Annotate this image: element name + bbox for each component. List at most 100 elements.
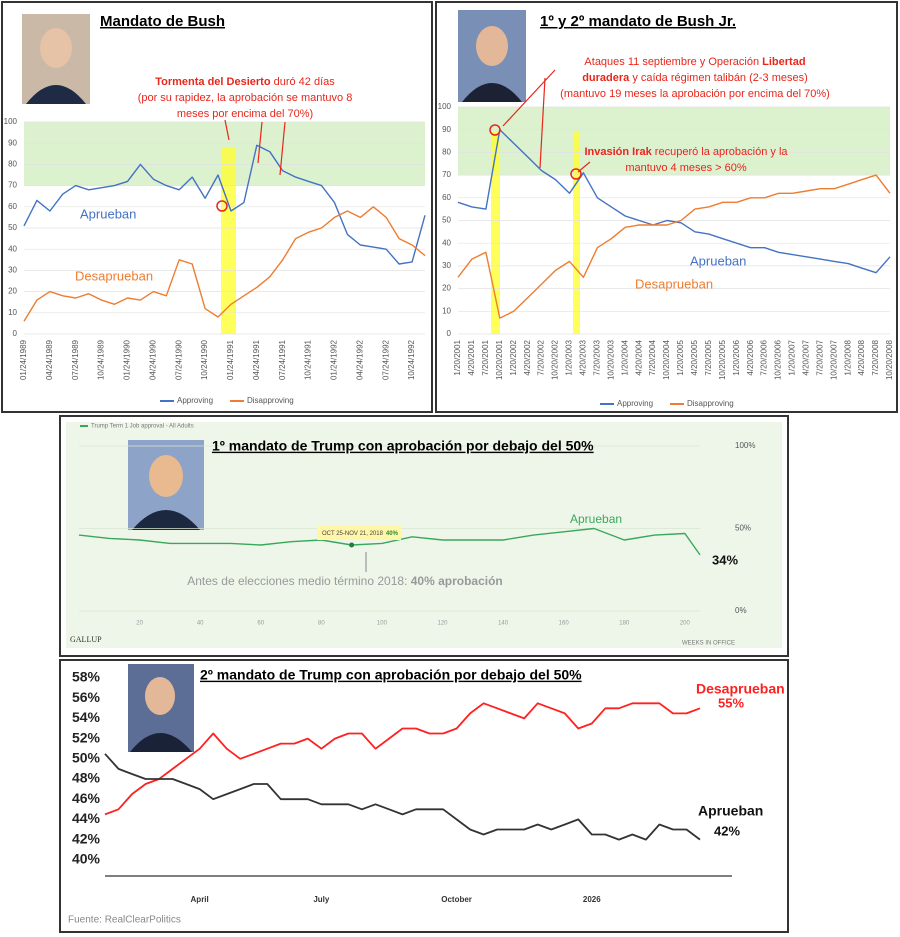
x-tick-label: July bbox=[313, 895, 330, 904]
legend-label: Disapproving bbox=[687, 399, 734, 408]
x-tick-label: 2026 bbox=[583, 895, 601, 904]
point-marker bbox=[349, 542, 355, 548]
annotation-part: mantuvo 4 meses > 60% bbox=[625, 162, 747, 174]
x-tick-label: 1/20/2004 bbox=[620, 339, 629, 375]
annotation: Antes de elecciones medio término 2018: … bbox=[187, 574, 503, 588]
x-tick-label: 1/20/2008 bbox=[843, 339, 852, 375]
y-tick-label: 20 bbox=[442, 284, 451, 293]
x-tick-label: April bbox=[191, 895, 209, 904]
end-label: 34% bbox=[712, 552, 738, 567]
y-tick-label: 46% bbox=[72, 790, 101, 806]
x-tick-label: 10/24/1990 bbox=[200, 339, 209, 380]
y-tick-label: 100 bbox=[438, 102, 452, 111]
arrow bbox=[257, 121, 263, 164]
series-label: Aprueban bbox=[698, 803, 763, 819]
x-tick-label: 10/20/2002 bbox=[551, 339, 560, 380]
chart-title: 1º mandato de Trump con aprobación por d… bbox=[212, 438, 594, 454]
y-tick-label: 100% bbox=[735, 441, 755, 450]
photo bbox=[22, 10, 526, 752]
series-label: Aprueban bbox=[690, 253, 746, 268]
x-tick-label: 7/20/2002 bbox=[537, 339, 546, 375]
x-tick-label: 01/24/1990 bbox=[123, 339, 132, 380]
x-tick-label: 4/20/2008 bbox=[857, 339, 866, 375]
arrow bbox=[577, 161, 591, 173]
tooltip bbox=[317, 526, 401, 540]
tooltip-part: 40% bbox=[386, 531, 399, 537]
annotation: (mantuvo 19 meses la aprobación por enci… bbox=[560, 88, 830, 100]
y-tick-label: 40 bbox=[8, 244, 17, 253]
arrow bbox=[502, 69, 556, 127]
tooltip-part: OCT 25-NOV 21, 2018 bbox=[322, 531, 384, 537]
series-label: Desaprueban bbox=[635, 276, 713, 291]
series-line bbox=[104, 753, 701, 841]
annotation: Ataques 11 septiembre y Operación Libert… bbox=[584, 56, 805, 68]
x-tick-label: 7/20/2004 bbox=[648, 339, 657, 375]
x-tick-label: 07/24/1992 bbox=[381, 339, 390, 380]
x-tick-label: 140 bbox=[498, 621, 509, 627]
end-label: 42% bbox=[714, 823, 740, 838]
x-tick-label: 1/20/2003 bbox=[565, 339, 574, 375]
x-tick-label: 180 bbox=[619, 621, 630, 627]
x-tick-label: 4/20/2001 bbox=[467, 339, 476, 375]
x-tick-label: 7/20/2005 bbox=[704, 339, 713, 375]
legend-label: Approving bbox=[617, 399, 653, 408]
legend-label: Disapproving bbox=[247, 396, 294, 405]
x-tick-label: 7/20/2007 bbox=[815, 339, 824, 375]
x-tick-label: 07/24/1990 bbox=[174, 339, 183, 380]
y-tick-label: 42% bbox=[72, 830, 101, 846]
x-tick-label: 10/24/1992 bbox=[407, 339, 416, 380]
x-tick-label: 80 bbox=[318, 621, 325, 627]
x-tick-label: 10/20/2005 bbox=[718, 339, 727, 380]
y-tick-label: 58% bbox=[72, 669, 101, 685]
x-tick-label: 10/20/2006 bbox=[774, 339, 783, 380]
y-tick-label: 50% bbox=[735, 524, 751, 533]
x-tick-label: 1/20/2007 bbox=[788, 339, 797, 375]
y-tick-label: 40% bbox=[72, 851, 101, 867]
x-tick-label: 60 bbox=[257, 621, 264, 627]
y-tick-label: 60 bbox=[8, 202, 17, 211]
y-tick-label: 30 bbox=[442, 261, 451, 270]
annotation-part: Ataques 11 septiembre y Operación bbox=[584, 56, 762, 68]
y-tick-label: 50 bbox=[8, 223, 17, 232]
x-tick-label: 7/20/2008 bbox=[871, 339, 880, 375]
highlight-band bbox=[458, 107, 890, 176]
arrow bbox=[539, 77, 546, 169]
series-line bbox=[78, 527, 701, 556]
x-tick-label: 10/20/2001 bbox=[495, 339, 504, 380]
x-tick-label: 7/20/2006 bbox=[760, 339, 769, 375]
chart-title: Mandato de Bush bbox=[100, 13, 225, 30]
x-tick-label: 1/20/2005 bbox=[676, 339, 685, 375]
y-tick-label: 90 bbox=[442, 125, 451, 134]
series-label: Desaprueban bbox=[75, 268, 153, 283]
source: GALLUP bbox=[70, 635, 102, 644]
x-tick-label: 120 bbox=[438, 621, 449, 627]
x-tick-label: 7/20/2001 bbox=[481, 339, 490, 375]
x-tick-label: 01/24/1989 bbox=[19, 339, 28, 380]
y-tick-label: 44% bbox=[72, 810, 101, 826]
x-tick-label: 4/20/2002 bbox=[523, 339, 532, 375]
annotation-part: recuperó la aprobación y la bbox=[652, 146, 789, 158]
y-tick-label: 60 bbox=[442, 193, 451, 202]
y-tick-label: 50 bbox=[442, 216, 451, 225]
annotation: meses por encima del 70%) bbox=[177, 108, 313, 120]
x-tick-label: 01/24/1992 bbox=[330, 339, 339, 380]
event-band bbox=[573, 132, 580, 334]
x-tick-label: 4/20/2004 bbox=[634, 339, 643, 375]
x-tick-label: 01/24/1991 bbox=[226, 339, 235, 380]
x-tick-label: 40 bbox=[197, 621, 204, 627]
y-tick-label: 50% bbox=[72, 750, 101, 766]
x-tick-label: 100 bbox=[377, 621, 388, 627]
x-tick-label: 1/20/2001 bbox=[453, 339, 462, 375]
event-band bbox=[491, 132, 500, 334]
x-tick-label: 7/20/2003 bbox=[592, 339, 601, 375]
x-tick-label: 1/20/2002 bbox=[509, 339, 518, 375]
x-tick-label: 07/24/1989 bbox=[71, 339, 80, 380]
callout-circle bbox=[216, 200, 228, 212]
x-tick-label: 10/20/2007 bbox=[829, 339, 838, 380]
annotation-part: Antes de elecciones medio término 2018: bbox=[187, 574, 410, 588]
x-tick-label: 1/20/2006 bbox=[732, 339, 741, 375]
annotation: Tormenta del Desierto duró 42 días bbox=[155, 76, 335, 88]
annotation: Invasión Irak recuperó la aprobación y l… bbox=[584, 146, 788, 158]
arrow bbox=[224, 119, 230, 141]
x-tick-label: 10/20/2004 bbox=[662, 339, 671, 380]
